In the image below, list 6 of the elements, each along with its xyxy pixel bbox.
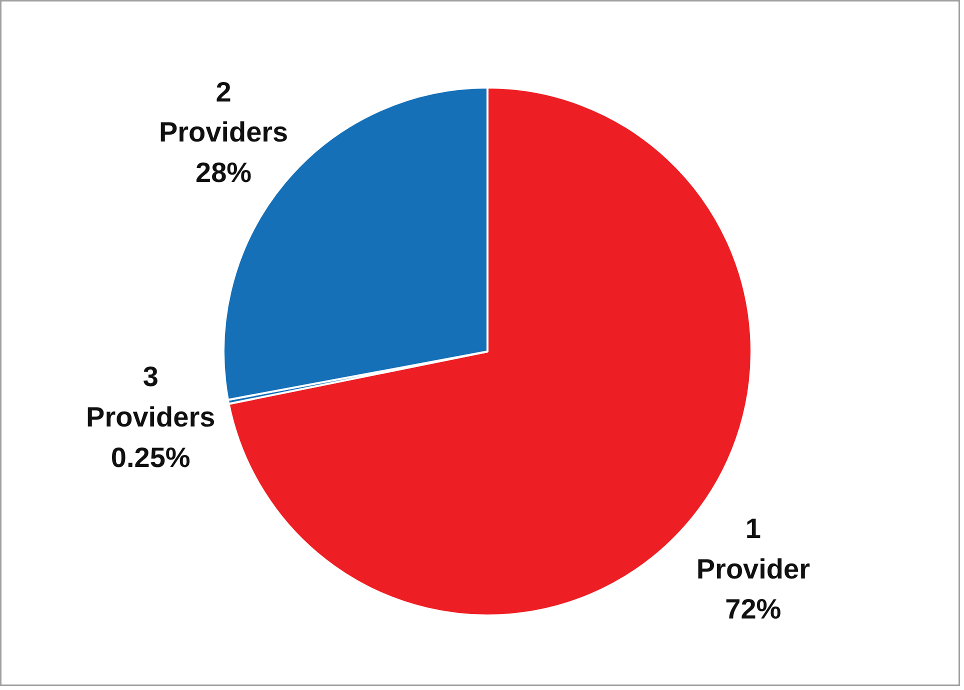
slice-label: 1 Provider [696,512,810,584]
data-label: 72% [725,594,782,625]
slice-label: 3 Providers [86,361,216,432]
data-label: 28% [196,156,252,188]
data-label: 0.25% [110,442,190,473]
slice-label: 2 Providers [158,76,288,148]
